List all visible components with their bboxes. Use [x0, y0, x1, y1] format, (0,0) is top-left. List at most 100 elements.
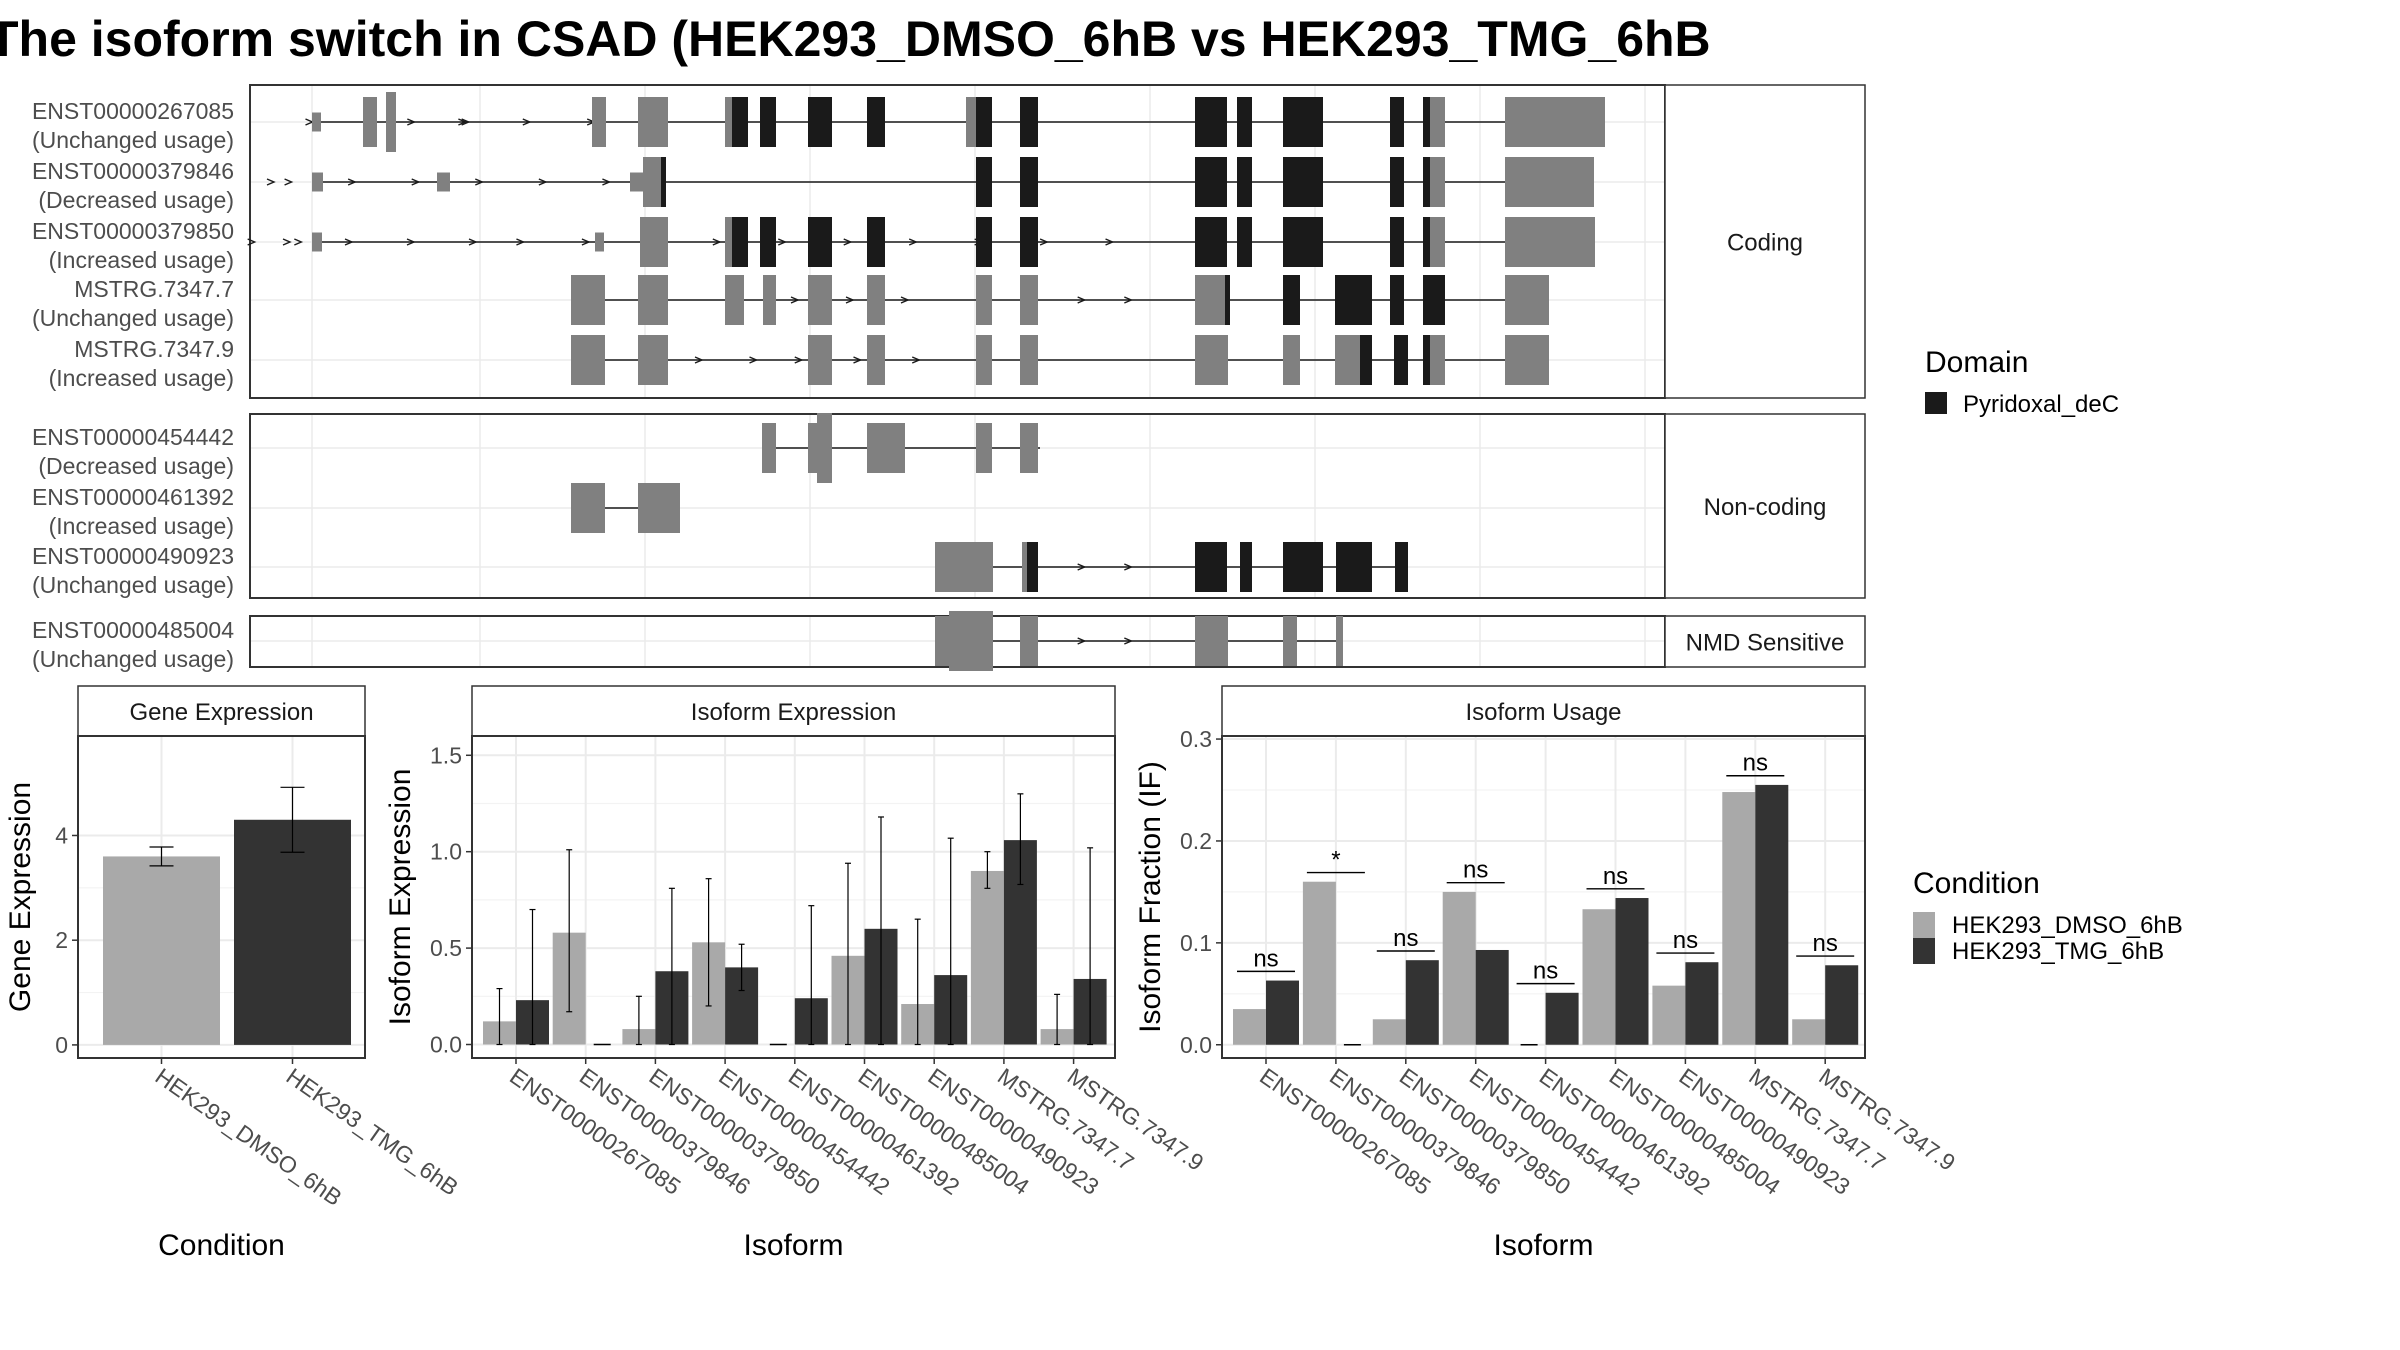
exon — [363, 97, 377, 147]
condition-legend-key-dmso — [1913, 912, 1935, 938]
exon — [949, 611, 993, 671]
direction-arrow — [475, 178, 485, 186]
direction-arrow — [516, 238, 526, 246]
domain-exon — [760, 217, 776, 267]
transcript-enst00000379850: ENST00000379850 (Increased usage) — [32, 217, 1595, 273]
significance-label: ns — [1533, 958, 1558, 985]
exon — [725, 275, 744, 325]
condition-legend-key-tmg — [1913, 938, 1935, 964]
domain-exon — [1237, 157, 1252, 207]
significance-label: ns — [1463, 857, 1488, 884]
domain-exon — [1020, 217, 1038, 267]
transcript-id-label: ENST00000454442 — [32, 424, 234, 450]
condition-legend-title: Condition — [1913, 867, 2040, 900]
domain-exon — [1240, 542, 1252, 592]
y-tick-label: 0.0 — [1180, 1032, 1212, 1058]
significance-label: ns — [1673, 927, 1698, 954]
expression-charts: Gene Expression024HEK293_DMSO_6hBHEK293_… — [4, 685, 1960, 1262]
exon — [1020, 616, 1038, 666]
y-tick-label: 0.1 — [1180, 930, 1212, 956]
structure-panel-label: Coding — [1727, 230, 1803, 257]
domain-exon — [1430, 275, 1445, 325]
exon — [1335, 335, 1360, 385]
bar-hek293_dmso_6hb-mstrg.7347.7 — [1722, 792, 1756, 1045]
significance-label: ns — [1603, 863, 1628, 890]
domain-exon — [1027, 542, 1038, 592]
domain-exon — [1390, 97, 1404, 147]
domain-exon — [1195, 217, 1227, 267]
y-tick-label: 1.0 — [430, 839, 462, 865]
domain-exon — [732, 97, 748, 147]
structure-panel-nmd-sensitive: NMD Sensitive ENST00000485004 (Unchanged u… — [32, 611, 1866, 672]
exon — [763, 275, 776, 325]
domain-exon — [976, 217, 992, 267]
transcript-enst00000490923: ENST00000490923 (Unchanged usage) — [32, 542, 1408, 598]
structure-panel-label: NMD Sensitive — [1686, 630, 1845, 657]
exon — [935, 616, 949, 666]
exon — [1195, 616, 1207, 666]
significance-label: ns — [1393, 925, 1418, 952]
transcript-id-label: ENST00000485004 — [32, 617, 234, 643]
bar-hek293_dmso_6hb-mstrg.7347.7 — [970, 870, 1004, 1045]
exon — [1505, 97, 1605, 147]
direction-arrow — [1105, 238, 1115, 246]
direction-arrow — [790, 296, 800, 304]
exon — [638, 483, 680, 533]
bar-hek293_dmso_6hb-enst00000267085 — [1233, 1009, 1266, 1045]
direction-arrow — [908, 238, 918, 246]
domain-exon — [1283, 97, 1323, 147]
exon — [817, 413, 832, 483]
direction-arrow — [347, 178, 357, 186]
direction-arrow — [407, 118, 417, 126]
direction-arrow — [581, 238, 591, 246]
direction-arrow — [602, 178, 612, 186]
transcript-enst00000267085: ENST00000267085 (Unchanged usage) — [32, 92, 1605, 153]
exon — [1505, 275, 1549, 325]
domain-exon — [661, 157, 666, 207]
domain-exon — [1423, 335, 1430, 385]
y-tick-label: 1.5 — [430, 742, 462, 768]
domain-exon — [1335, 275, 1372, 325]
chart-gene-expression: Gene Expression024HEK293_DMSO_6hBHEK293_… — [4, 685, 463, 1262]
exon — [808, 423, 817, 473]
chart-panel-border — [471, 735, 1116, 1059]
direction-arrow — [461, 118, 471, 126]
transcript-id-label: ENST00000490923 — [32, 543, 234, 569]
chart-title: Isoform Usage — [1465, 699, 1621, 726]
transcript-id-label: ENST00000461392 — [32, 484, 234, 510]
direction-arrow — [522, 118, 532, 126]
exon — [808, 335, 832, 385]
direction-arrow — [694, 356, 704, 364]
exon — [867, 275, 885, 325]
direction-arrow — [794, 356, 804, 364]
domain-exon — [1394, 335, 1408, 385]
exon — [1430, 97, 1445, 147]
exon — [437, 172, 450, 192]
bar-hek293_dmso_6hb-enst00000485004 — [1582, 909, 1616, 1045]
direction-arrow — [406, 238, 416, 246]
direction-arrow — [843, 238, 853, 246]
direction-arrow — [282, 238, 292, 246]
transcript-usage-label: (Increased usage) — [49, 365, 234, 391]
bar-hek293_dmso_6hb-mstrg.7347.9 — [1792, 1019, 1826, 1045]
exon — [808, 275, 832, 325]
structure-panel-coding: Coding ENST00000267085(Unchanged usage) EN… — [32, 84, 1866, 399]
exon — [1505, 335, 1537, 385]
transcript-usage-label: (Unchanged usage) — [32, 572, 234, 598]
significance-label: ns — [1743, 750, 1768, 777]
exon — [571, 335, 605, 385]
bar-hek293_tmg_6hb-enst00000461392 — [1545, 992, 1579, 1045]
domain-exon — [808, 217, 832, 267]
exon — [867, 335, 885, 385]
transcript-usage-label: (Increased usage) — [49, 247, 234, 273]
structure-panel-non-coding: Non-coding ENST00000454442 (Decreased usag… — [32, 413, 1866, 599]
exon — [312, 232, 322, 252]
exon — [1283, 616, 1297, 666]
direction-arrow — [247, 238, 257, 246]
y-axis-title: Isoform Expression — [384, 769, 417, 1026]
y-tick-label: 2 — [55, 927, 68, 953]
transcript-usage-label: (Unchanged usage) — [32, 646, 234, 672]
exon — [312, 172, 323, 192]
y-axis-title: Isoform Fraction (IF) — [1134, 761, 1167, 1033]
condition-legend-label-dmso: HEK293_DMSO_6hB — [1952, 912, 2183, 939]
